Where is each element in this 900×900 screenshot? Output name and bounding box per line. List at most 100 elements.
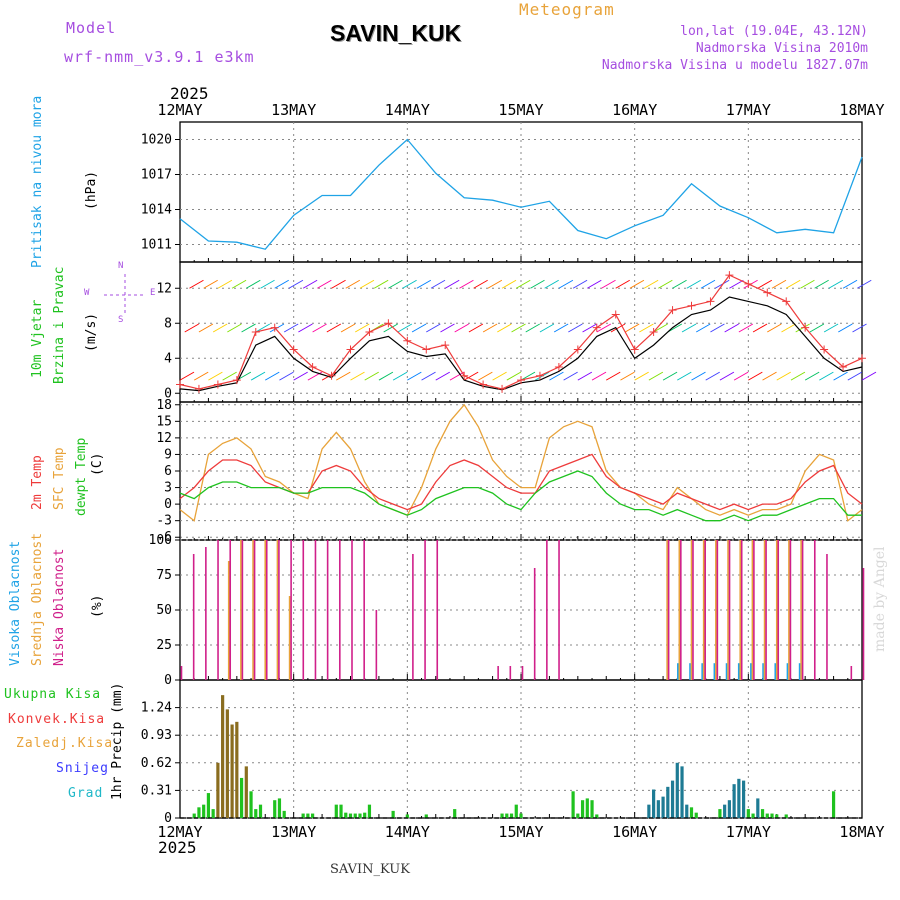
precip-bar (339, 804, 343, 818)
wind-speed-marker (422, 345, 431, 354)
wind-barb (606, 371, 621, 381)
precip-bar (192, 813, 196, 818)
compass-w: W (84, 288, 90, 298)
wind-barb (378, 371, 394, 381)
y-tick-label: -6 (156, 530, 172, 545)
precip-bar (675, 762, 679, 818)
x-tick-label-top: 14MAY (385, 101, 430, 119)
precip-bar (746, 809, 750, 818)
wind-barb (838, 323, 853, 333)
wind-barb (265, 371, 280, 381)
wind-speed-marker (801, 323, 810, 332)
precip-bar (301, 813, 305, 818)
wind-barb (568, 323, 583, 333)
precip-bar (670, 780, 675, 818)
wind-barb (501, 279, 517, 289)
wind-barb (497, 323, 512, 333)
product-title: Meteogram (519, 0, 615, 19)
wind-speed-marker (611, 310, 620, 319)
wind-barb (373, 279, 389, 289)
wind-barb (312, 323, 327, 333)
wind-speed-marker (308, 363, 317, 371)
wind-barb (752, 323, 768, 333)
wind-barb (724, 323, 739, 333)
precip-bar (831, 791, 836, 818)
year-bottom: 2025 (158, 838, 197, 857)
wind-barb (596, 323, 612, 333)
wind-barb (426, 323, 441, 333)
precip-bar (689, 807, 694, 818)
y-tick-label: 12 (156, 281, 172, 296)
wind-barb (610, 323, 626, 333)
x-tick-label-bottom: 15MAY (498, 823, 543, 841)
wind-barb (639, 323, 654, 333)
wind-barb (274, 279, 289, 289)
coords: lon,lat (19.04E, 43.12N) (680, 24, 868, 39)
y-tick-label: 50 (156, 603, 172, 618)
precip-bar (282, 810, 286, 818)
precip-bar (306, 813, 310, 818)
y-tick-label: 1017 (141, 168, 172, 183)
wind-barb (388, 279, 403, 289)
x-tick-label-bottom: 13MAY (271, 823, 316, 841)
wind-barb (293, 371, 308, 381)
wind-barb (814, 279, 829, 289)
wind-barb (250, 371, 266, 381)
y-tick-label: 3 (164, 481, 172, 496)
wind-barb (757, 279, 773, 289)
wind-barb (473, 279, 488, 289)
wind-barb (582, 323, 597, 333)
precip-bar (197, 807, 201, 818)
wind-barb (776, 371, 791, 381)
wind-barb (672, 279, 687, 289)
wind-barb (407, 371, 422, 381)
x-tick-label-top: 17MAY (726, 101, 771, 119)
precip-bar (661, 796, 665, 818)
precip-total-label: Ukupna Kisa (4, 687, 102, 702)
y-tick-label: 15 (156, 414, 172, 429)
precip-bar (311, 813, 315, 818)
wind-compass (104, 274, 146, 316)
precip-bar (230, 724, 234, 818)
y-tick-label: 1020 (141, 133, 172, 148)
wind-barb (241, 323, 256, 333)
y-tick-label: 18 (156, 398, 172, 413)
wind-barb (227, 323, 242, 333)
wind-barb (364, 371, 379, 381)
wind-barb (691, 371, 706, 381)
wind-barb (212, 323, 228, 333)
precip-bar (500, 813, 504, 818)
panel-frame-0 (179, 121, 863, 263)
wind-speed-marker (194, 384, 203, 393)
wind-barb (231, 279, 247, 289)
y-tick-label: 0.31 (141, 783, 172, 798)
wind-speed-marker (441, 341, 450, 350)
precip-bar (221, 695, 225, 818)
wind-barb (392, 371, 408, 381)
wind-barb (695, 323, 711, 333)
wind-barb (828, 279, 844, 289)
precip-bar (723, 804, 727, 818)
precip-bar (732, 784, 736, 818)
precip-bar (590, 800, 594, 818)
precip-bar (595, 814, 599, 818)
wind-barb (255, 323, 271, 333)
x-tick-label-bottom: 17MAY (726, 823, 771, 841)
y-tick-label: 8 (164, 316, 172, 331)
precip-bar (348, 813, 353, 818)
dewpoint-line (179, 470, 862, 522)
precip-bar (647, 804, 651, 818)
wind-barb (643, 279, 659, 289)
wind-speed-marker (554, 363, 563, 371)
precip-bar (576, 813, 580, 818)
wind-barb (487, 279, 503, 289)
wind-barb (686, 279, 702, 289)
precip-bar (453, 809, 457, 818)
precip-bar (424, 814, 428, 818)
wind-barb (781, 323, 796, 333)
wind-barb (658, 279, 673, 289)
footer-station: SAVIN_KUK (330, 862, 410, 877)
y-tick-label: 25 (156, 638, 172, 653)
wind-barb (648, 371, 664, 381)
